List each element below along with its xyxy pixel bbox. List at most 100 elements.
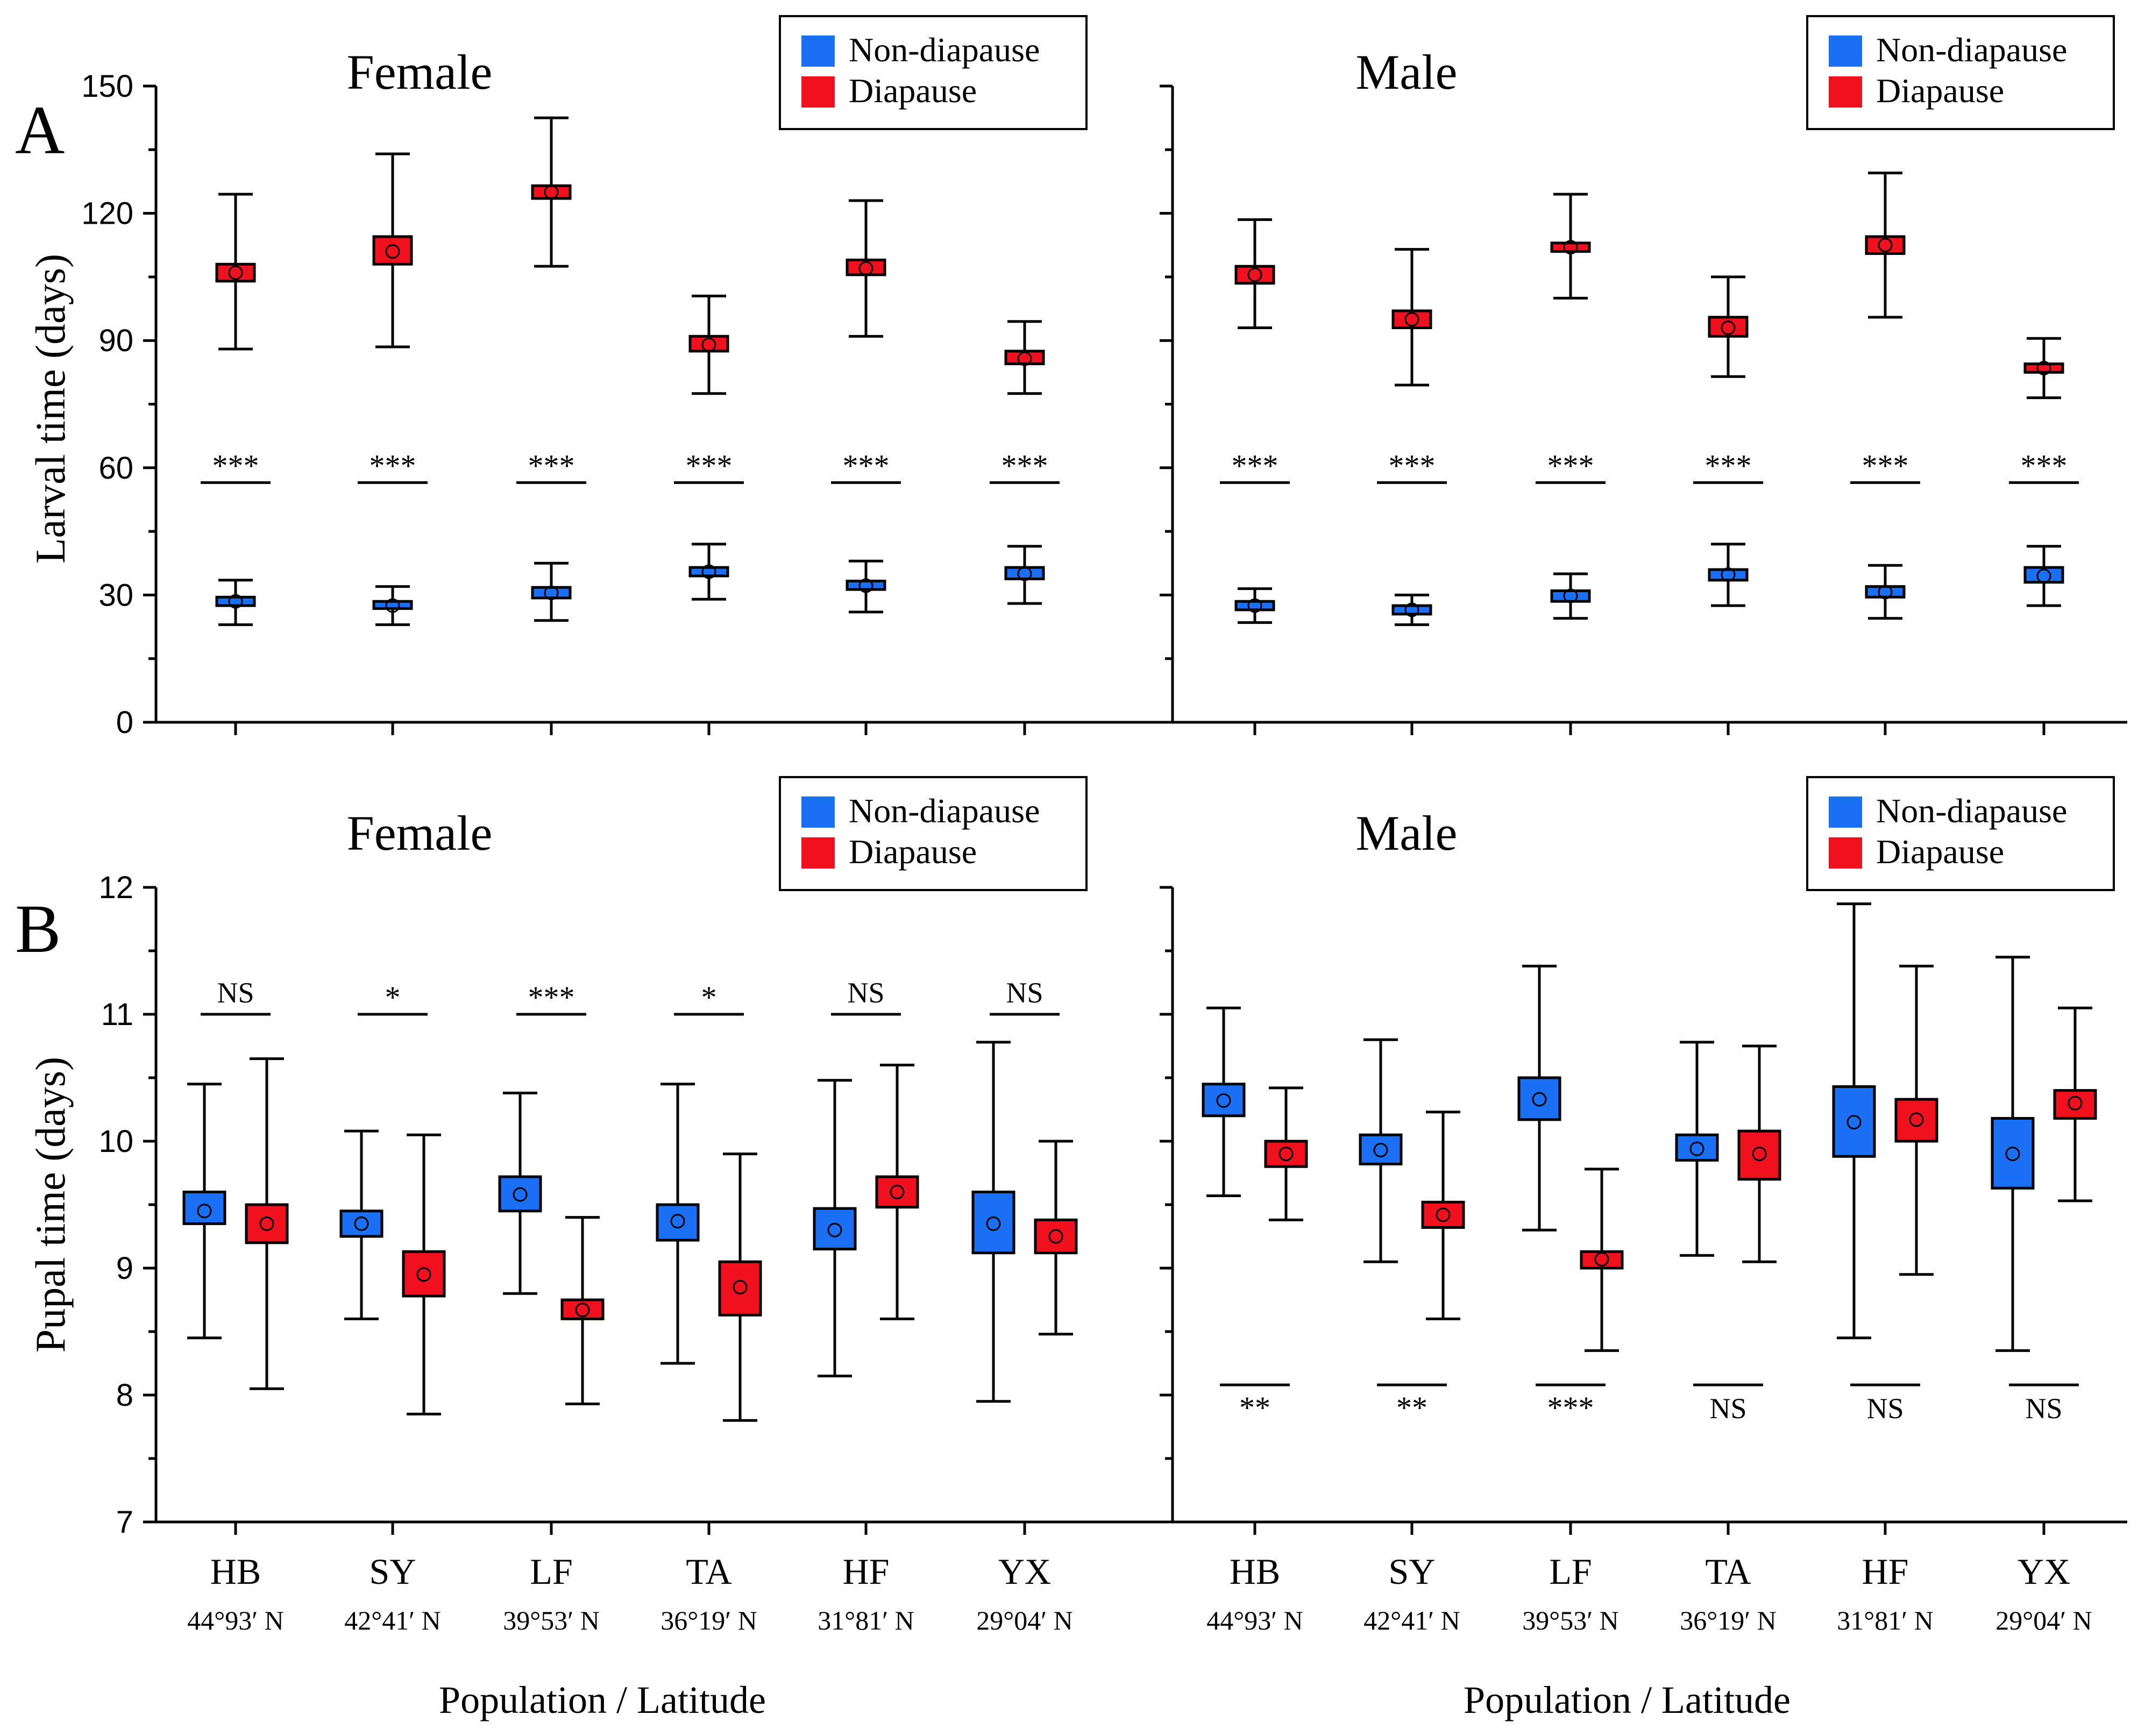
mean-marker — [197, 1204, 212, 1219]
box-diapause-ta — [688, 294, 729, 395]
mean-marker — [858, 578, 873, 593]
mean-marker — [1404, 602, 1419, 617]
mean-marker — [1436, 1207, 1451, 1222]
panel-title: Female — [347, 45, 493, 99]
box-iqr — [1832, 1085, 1876, 1158]
legend-label: Diapause — [1876, 833, 2004, 871]
x-axis-title-left: Population / Latitude — [439, 1678, 766, 1721]
legend-label: Non-diapause — [1876, 792, 2067, 830]
box-non-diapause-hf — [813, 1079, 857, 1378]
significance-label: *** — [843, 448, 890, 483]
mean-marker — [544, 585, 559, 600]
box-diapause-ta — [718, 1152, 762, 1422]
box-iqr — [1391, 604, 1432, 616]
box-iqr — [245, 1203, 289, 1244]
box-iqr — [182, 1190, 226, 1225]
mean-marker — [1048, 1229, 1063, 1244]
box-iqr — [2053, 1089, 2097, 1120]
legend-label: Non-diapause — [849, 31, 1040, 69]
panel-title: Male — [1355, 45, 1457, 99]
legend-frame — [779, 15, 1088, 130]
box-diapause-lf — [560, 1216, 605, 1406]
legend-frame — [1806, 15, 2115, 130]
mean-marker — [1594, 1251, 1609, 1267]
significance-label: * — [701, 980, 717, 1015]
mean-marker — [385, 598, 400, 613]
legend-swatch — [801, 796, 835, 828]
legend-label: Non-diapause — [1876, 31, 2067, 69]
mean-marker — [1279, 1147, 1294, 1162]
box-iqr — [1004, 350, 1045, 366]
mean-marker — [513, 1187, 528, 1202]
box-non-diapause-sy — [1391, 593, 1432, 627]
mean-marker — [1404, 312, 1419, 327]
x-latitude-label: 31°81′ N — [818, 1605, 914, 1635]
box-non-diapause-lf — [498, 1091, 542, 1295]
box-iqr — [813, 1207, 857, 1251]
box-diapause-hb — [215, 193, 256, 351]
legend-swatch — [1829, 76, 1862, 108]
box-non-diapause-hb — [1234, 587, 1275, 624]
mean-marker — [1752, 1147, 1767, 1162]
mean-marker — [416, 1267, 431, 1282]
mean-marker — [1721, 567, 1736, 582]
x-tick-label: LF — [530, 1551, 572, 1592]
mean-marker — [2005, 1147, 2020, 1162]
box-iqr — [656, 1203, 700, 1242]
mean-marker — [1017, 566, 1032, 581]
mean-marker — [1878, 585, 1893, 600]
chart-larval-male: Male *** *** *** *** *** *** Non-diapauseDiapau… — [1160, 15, 2127, 735]
legend-swatch — [1829, 35, 1862, 67]
legend-frame — [779, 776, 1088, 891]
panel-title: Male — [1355, 806, 1457, 860]
chart-pupal-male: Male HB 44°93′ N SY 42°41′ N LF 39°53′ N TA 36°1… — [1160, 776, 2127, 1635]
mean-marker — [701, 564, 716, 579]
significance-label: NS — [1866, 1392, 1903, 1425]
x-latitude-label: 39°53′ N — [1522, 1605, 1619, 1635]
box-non-diapause-lf — [1550, 572, 1591, 620]
significance-label: NS — [1709, 1392, 1746, 1425]
x-tick-label: HB — [210, 1551, 261, 1592]
legend-label: Non-diapause — [849, 792, 1040, 830]
x-latitude-label: 31°81′ N — [1837, 1605, 1934, 1635]
significance-label: NS — [2025, 1392, 2062, 1425]
mean-marker — [1563, 240, 1578, 255]
mean-marker — [1846, 1115, 1862, 1130]
box-iqr — [875, 1175, 919, 1209]
box-diapause-hb — [1234, 218, 1275, 330]
y-axis-title-pupal: Pupal time (days) — [27, 1057, 74, 1353]
x-latitude-label: 39°53′ N — [503, 1605, 600, 1635]
box-diapause-hf — [1865, 172, 1906, 319]
significance-label: *** — [528, 980, 575, 1015]
box-non-diapause-yx — [971, 1041, 1015, 1403]
significance-label: *** — [1547, 448, 1594, 483]
significance-label: *** — [2021, 448, 2068, 483]
box-iqr — [846, 579, 886, 591]
box-iqr — [1675, 1133, 1719, 1162]
mean-marker — [2036, 568, 2051, 584]
significance-label: *** — [1862, 448, 1909, 483]
box-diapause-yx — [2053, 1006, 2097, 1203]
y-tick-label: 120 — [81, 196, 133, 231]
box-iqr — [372, 600, 413, 610]
box-iqr — [1421, 1200, 1465, 1229]
box-iqr — [1991, 1117, 2035, 1190]
y-tick-label: 9 — [116, 1251, 133, 1286]
mean-marker — [1247, 598, 1262, 613]
y-tick-label: 150 — [81, 69, 133, 104]
significance-label: *** — [212, 448, 259, 483]
mean-marker — [2036, 360, 2051, 375]
box-non-diapause-hb — [182, 1083, 226, 1340]
box-iqr — [215, 595, 256, 607]
box-diapause-lf — [531, 116, 572, 268]
box-non-diapause-sy — [372, 585, 413, 627]
significance-label: *** — [1232, 448, 1279, 483]
box-non-diapause-ta — [656, 1083, 700, 1365]
box-non-diapause-yx — [2023, 545, 2064, 607]
box-diapause-sy — [1391, 248, 1432, 387]
box-iqr — [2023, 362, 2064, 374]
mean-marker — [1909, 1112, 1924, 1127]
